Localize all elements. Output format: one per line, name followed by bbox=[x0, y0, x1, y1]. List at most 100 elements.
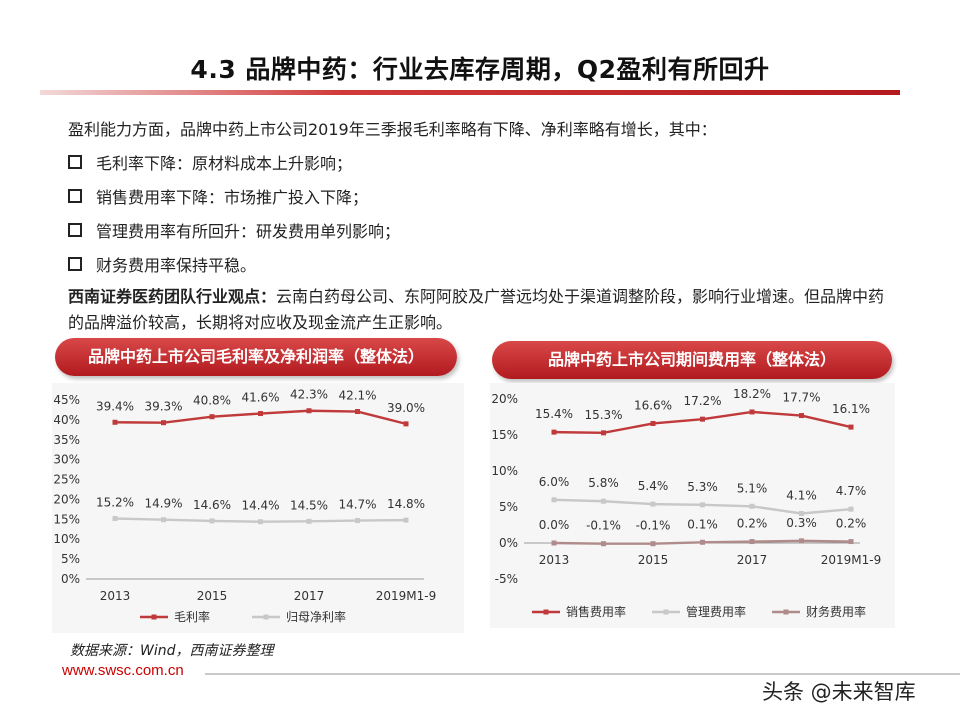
data-label: 5.8% bbox=[588, 476, 619, 490]
bullet-text: 财务费用率保持平稳。 bbox=[96, 256, 257, 275]
y-tick-label: 5% bbox=[499, 500, 518, 514]
data-source-note: 数据来源：Wind，西南证券整理 bbox=[70, 643, 274, 659]
bullet-text: 管理费用率有所回升：研发费用单列影响； bbox=[96, 222, 401, 241]
chart1-panel: 0% 5% 10% 15% 20% 25% 30% 35% 40% 45% 2013 2015 2017… bbox=[52, 383, 464, 633]
legend-marker bbox=[151, 614, 157, 620]
x-tick-label: 2019M1-9 bbox=[376, 589, 437, 603]
data-point bbox=[112, 516, 118, 522]
data-label: 39.3% bbox=[144, 400, 182, 414]
data-label: 40.8% bbox=[193, 394, 231, 408]
legend-label: 毛利率 bbox=[174, 609, 210, 624]
watermark: 头条 @未来智库 bbox=[762, 680, 916, 704]
data-label: 39.4% bbox=[96, 399, 134, 413]
data-label: 5.4% bbox=[638, 479, 669, 493]
x-tick-label: 2017 bbox=[737, 553, 768, 567]
y-tick-label: 0% bbox=[61, 572, 80, 586]
data-label: 0.2% bbox=[737, 517, 768, 531]
data-point bbox=[112, 419, 118, 425]
data-point bbox=[403, 517, 409, 523]
y-tick-label: 10% bbox=[491, 464, 518, 478]
data-point bbox=[601, 498, 606, 504]
data-point bbox=[403, 421, 409, 427]
square-bullet-icon bbox=[68, 155, 82, 169]
data-label: 14.4% bbox=[241, 499, 279, 513]
legend-marker bbox=[783, 609, 789, 615]
data-label: 42.1% bbox=[338, 389, 376, 403]
data-point bbox=[258, 411, 263, 417]
data-point bbox=[799, 538, 804, 544]
legend-label: 管理费用率 bbox=[686, 604, 746, 619]
data-label: 14.6% bbox=[193, 498, 231, 512]
y-tick-label: 45% bbox=[53, 393, 80, 407]
data-point bbox=[799, 413, 804, 419]
data-point bbox=[650, 501, 656, 507]
legend-marker bbox=[663, 609, 669, 615]
data-label: 15.2% bbox=[96, 496, 134, 510]
legend-label: 归母净利率 bbox=[286, 609, 346, 624]
data-point bbox=[700, 416, 705, 422]
chart2-panel: -5% 0% 5% 10% 15% 20% 2013 2015 2017 2019M1-9 15.4… bbox=[490, 383, 895, 628]
data-point bbox=[749, 539, 755, 545]
data-label: -0.1% bbox=[636, 519, 671, 533]
data-point bbox=[700, 539, 705, 545]
data-label: 0.3% bbox=[786, 516, 817, 530]
data-label: 5.1% bbox=[737, 481, 768, 495]
x-tick-label: 2015 bbox=[197, 589, 228, 603]
data-label: -0.1% bbox=[586, 519, 621, 533]
data-point bbox=[749, 503, 755, 509]
data-point bbox=[306, 518, 312, 524]
data-point bbox=[601, 430, 606, 436]
y-tick-label: 20% bbox=[491, 392, 518, 406]
y-tick-label: 30% bbox=[53, 453, 80, 467]
data-point bbox=[601, 541, 606, 547]
y-tick-label: 5% bbox=[61, 552, 80, 566]
square-bullet-icon bbox=[68, 257, 82, 271]
data-point bbox=[799, 510, 804, 516]
data-point bbox=[355, 518, 360, 524]
data-point bbox=[551, 429, 557, 435]
y-tick-label: 20% bbox=[53, 492, 80, 506]
data-label: 4.1% bbox=[786, 488, 817, 502]
data-label: 16.1% bbox=[832, 402, 870, 416]
data-label: 4.7% bbox=[836, 484, 867, 498]
data-point bbox=[848, 506, 854, 512]
data-label: 0.2% bbox=[836, 517, 867, 531]
title-divider bbox=[40, 90, 900, 95]
data-label: 16.6% bbox=[634, 398, 672, 412]
page-title: 4.3 品牌中药：行业去库存周期，Q2盈利有所回升 bbox=[190, 55, 770, 84]
bullet-item: 管理费用率有所回升：研发费用单列影响； bbox=[68, 218, 400, 242]
data-label: 6.0% bbox=[539, 475, 570, 489]
expense-ratio-chart: -5% 0% 5% 10% 15% 20% 2013 2015 2017 2019M1-9 15.4… bbox=[491, 387, 882, 619]
data-point bbox=[700, 502, 705, 508]
data-label: 15.3% bbox=[584, 408, 622, 422]
data-point bbox=[551, 497, 557, 503]
bullet-text: 毛利率下降：原材料成本上升影响； bbox=[96, 154, 353, 173]
legend-marker bbox=[543, 609, 549, 615]
footer-url: www.swsc.com.cn bbox=[62, 662, 184, 679]
data-point bbox=[551, 540, 557, 546]
square-bullet-icon bbox=[68, 223, 82, 237]
data-label: 14.5% bbox=[290, 498, 328, 512]
y-tick-label: 15% bbox=[491, 428, 518, 442]
data-point bbox=[161, 420, 166, 426]
x-tick-label: 2013 bbox=[539, 553, 570, 567]
data-label: 14.9% bbox=[144, 497, 182, 511]
bullet-item: 销售费用率下降：市场推广投入下降； bbox=[68, 184, 368, 208]
x-tick-label: 2015 bbox=[638, 553, 669, 567]
legend-marker bbox=[263, 614, 269, 620]
x-tick-label: 2019M1-9 bbox=[821, 553, 882, 567]
y-tick-label: -5% bbox=[495, 572, 518, 586]
data-label: 17.2% bbox=[683, 394, 721, 408]
data-label: 15.4% bbox=[535, 407, 573, 421]
data-point bbox=[650, 541, 656, 547]
data-point bbox=[749, 409, 755, 415]
data-label: 0.0% bbox=[539, 518, 570, 532]
y-tick-label: 0% bbox=[499, 536, 518, 550]
intro-text: 盈利能力方面，品牌中药上市公司2019年三季报毛利率略有下降、净利率略有增长，其… bbox=[68, 120, 717, 139]
y-tick-label: 10% bbox=[53, 532, 80, 546]
bullet-item: 毛利率下降：原材料成本上升影响； bbox=[68, 150, 352, 174]
y-tick-label: 25% bbox=[53, 473, 80, 487]
data-label: 41.6% bbox=[241, 391, 279, 405]
y-tick-label: 35% bbox=[53, 433, 80, 447]
data-label: 14.8% bbox=[387, 497, 425, 511]
